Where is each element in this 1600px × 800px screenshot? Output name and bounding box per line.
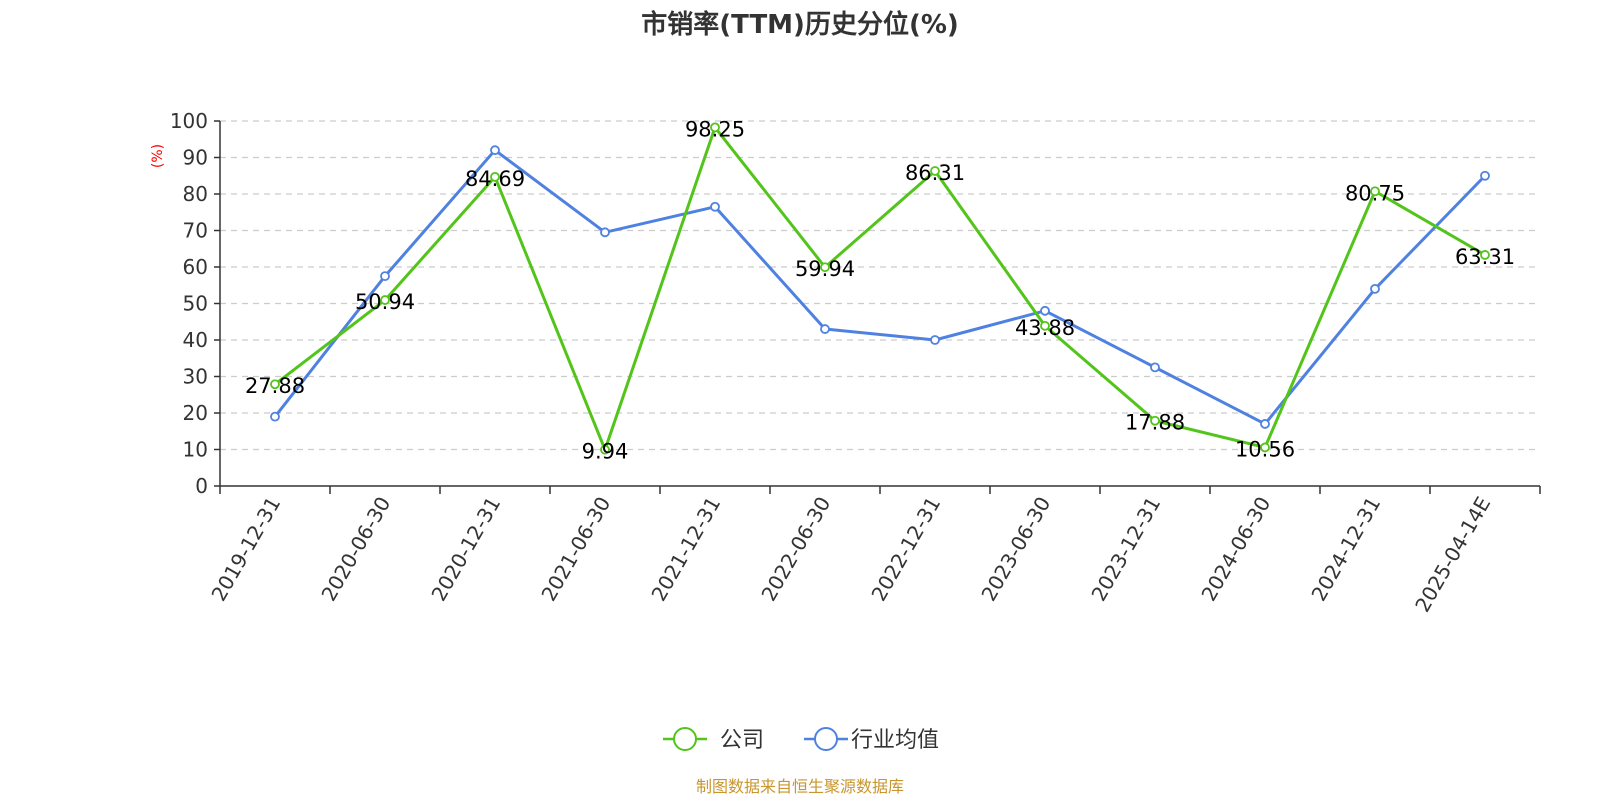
- grid-lines: [220, 120, 1540, 451]
- x-tick-label: 2024-12-31: [1306, 493, 1385, 606]
- data-point[interactable]: [820, 262, 830, 273]
- y-tick-label: 60: [183, 255, 208, 279]
- data-label: 50.94: [355, 290, 415, 314]
- x-tick-label: 2023-06-30: [976, 493, 1055, 606]
- series-group: [270, 122, 1490, 455]
- y-tick-label: 30: [183, 365, 208, 389]
- y-tick-label: 50: [183, 292, 208, 316]
- data-label: 10.56: [1235, 437, 1295, 461]
- series-line-1: [273, 148, 1487, 426]
- x-tick-label: 2025-04-14E: [1410, 493, 1495, 617]
- y-axis-label: (%): [150, 144, 166, 168]
- data-label: 86.31: [905, 161, 965, 185]
- x-axis-ticks: 2019-12-31 2020-06-30 2020-12-31 2021-06-30…: [206, 486, 1541, 617]
- legend-label[interactable]: 行业均值: [851, 728, 939, 753]
- data-point[interactable]: [930, 335, 940, 345]
- data-point[interactable]: [1370, 283, 1380, 294]
- series-line-0: [274, 125, 1486, 452]
- data-label: 84.69: [465, 167, 525, 191]
- y-tick-label: 80: [183, 182, 208, 206]
- chart-title: 市销率(TTM)历史分位(%): [641, 9, 959, 40]
- data-point[interactable]: [710, 122, 720, 133]
- x-tick-label: 2024-06-30: [1196, 493, 1275, 606]
- data-point[interactable]: [710, 201, 720, 212]
- data-point[interactable]: [490, 145, 500, 156]
- x-tick-label: 2020-06-30: [316, 493, 395, 606]
- data-point[interactable]: [1260, 419, 1270, 429]
- data-label: 98.25: [685, 117, 745, 141]
- data-point[interactable]: [490, 171, 500, 182]
- y-tick-label: 90: [183, 146, 208, 170]
- x-tick-label: 2019-12-31: [206, 493, 285, 606]
- data-label: 63.31: [1455, 245, 1515, 269]
- data-point[interactable]: [820, 324, 830, 334]
- x-tick-label: 2020-12-31: [426, 493, 505, 606]
- x-tick-label: 2021-12-31: [646, 493, 725, 606]
- source-note: 制图数据来自恒生聚源数据库: [696, 777, 904, 796]
- data-point[interactable]: [380, 295, 390, 305]
- y-tick-label: 10: [183, 438, 208, 462]
- y-tick-label: 70: [183, 219, 208, 243]
- data-point[interactable]: [380, 271, 390, 282]
- data-point[interactable]: [600, 227, 610, 238]
- data-point[interactable]: [1150, 362, 1160, 373]
- x-tick-label: 2022-06-30: [756, 493, 835, 606]
- data-point[interactable]: [270, 379, 280, 390]
- data-point[interactable]: [600, 444, 610, 455]
- x-tick-label: 2023-12-31: [1086, 493, 1165, 606]
- data-label: 27.88: [245, 374, 305, 398]
- data-point[interactable]: [1370, 186, 1380, 197]
- y-tick-label: 20: [183, 401, 208, 425]
- data-label: 17.88: [1125, 411, 1185, 435]
- y-tick-label: 0: [195, 474, 208, 498]
- legend[interactable]: 公司 行业均值: [663, 727, 939, 753]
- data-labels: 27.88 50.94 84.69 9.94 98.25 59.94 86.31 43.88 1…: [245, 117, 1515, 463]
- x-tick-label: 2021-06-30: [536, 493, 615, 606]
- data-label: 43.88: [1015, 316, 1075, 340]
- data-point[interactable]: [270, 411, 280, 422]
- data-point[interactable]: [1040, 305, 1050, 316]
- y-axis-ticks: 0 10 20 30 40 50 60 70 80 90 100: [170, 109, 220, 498]
- y-tick-label: 40: [183, 328, 208, 352]
- data-point[interactable]: [1480, 250, 1490, 260]
- x-tick-label: 2022-12-31: [866, 493, 945, 606]
- legend-marker[interactable]: [673, 727, 697, 751]
- data-point[interactable]: [930, 166, 940, 176]
- y-tick-label: 100: [170, 109, 208, 133]
- data-point[interactable]: [1150, 415, 1160, 426]
- legend-marker[interactable]: [814, 727, 838, 751]
- data-point[interactable]: [1480, 170, 1490, 181]
- data-point[interactable]: [1040, 320, 1050, 331]
- data-label: 80.75: [1345, 181, 1405, 205]
- data-label: 59.94: [795, 257, 855, 281]
- data-point[interactable]: [1260, 442, 1270, 453]
- data-label: 9.94: [582, 440, 629, 464]
- legend-label[interactable]: 公司: [720, 728, 764, 753]
